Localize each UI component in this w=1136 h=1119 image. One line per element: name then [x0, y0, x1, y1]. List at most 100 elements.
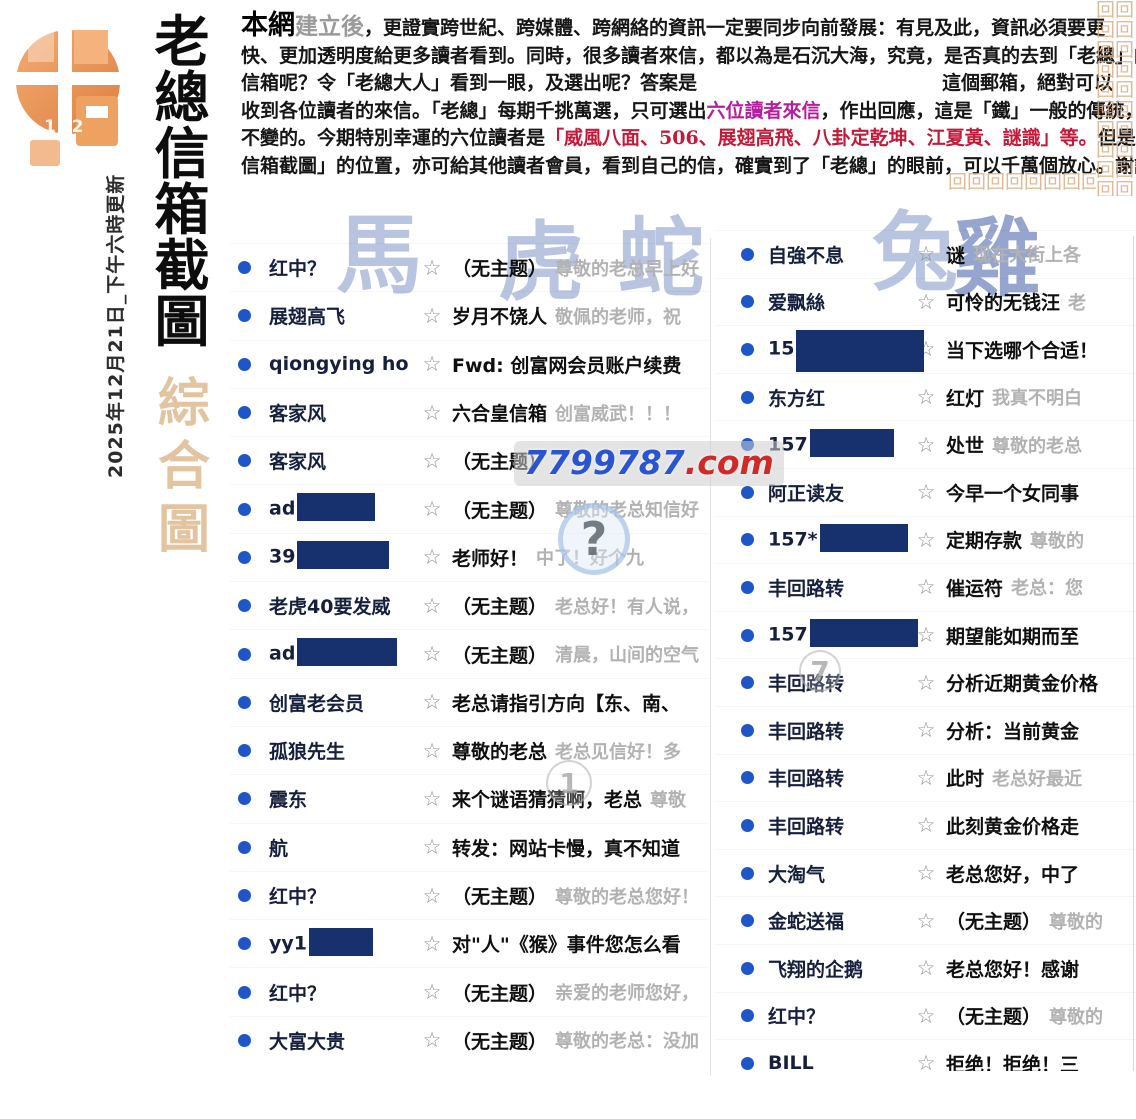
- intro-text: 快、更加透明度給更多讀者看到。同時，很多讀者來信，都以為是石沉大海，究竟，是否真…: [241, 44, 1136, 67]
- mail-subject: 老总您好！感谢: [946, 958, 1080, 981]
- mail-subject: 当下选哪个合适！: [946, 339, 1099, 362]
- star-icon[interactable]: ☆: [422, 448, 442, 473]
- mail-preview: 老: [1068, 292, 1087, 314]
- mail-row[interactable]: 飞翔的企鹅 ☆ 老总您好！感谢: [715, 944, 1136, 992]
- mail-row[interactable]: 丰回路转 ☆ 此刻黄金价格走: [715, 801, 1136, 849]
- mail-row[interactable]: 157 ☆ 处世 尊敬的老总: [715, 420, 1136, 468]
- mail-row[interactable]: 丰回路转 ☆ 分析：当前黄金: [715, 706, 1136, 754]
- bottom-crop-mask: [715, 1071, 1136, 1119]
- mail-row[interactable]: 39 ☆ 老师好！ 中了！好个九: [230, 533, 708, 581]
- mail-row[interactable]: ad ☆ （无主题） 尊敬的老总知信好: [230, 484, 708, 532]
- mail-subject: 今早一个女同事: [946, 482, 1080, 505]
- intro-line: 信箱截圖」的位置，亦可給其他讀者會員，看到自己的信，確實到了「老總」的眼前，可以…: [241, 153, 1136, 181]
- unread-dot-icon: [238, 937, 251, 951]
- star-icon[interactable]: ☆: [422, 497, 442, 522]
- mail-subject: 期望能如期而至: [946, 625, 1080, 648]
- title-char: 總: [154, 65, 210, 130]
- mail-row[interactable]: 157* ☆ 定期存款 尊敬的: [715, 516, 1136, 564]
- star-icon[interactable]: ☆: [916, 765, 936, 790]
- mail-sender: 红中？: [269, 258, 327, 281]
- star-icon[interactable]: ☆: [916, 1003, 936, 1028]
- mail-sender: 39: [269, 541, 419, 571]
- unread-dot-icon: [238, 695, 251, 709]
- mail-row[interactable]: 展翅高飞 ☆ 岁月不饶人 敬佩的老师，祝: [230, 291, 708, 339]
- star-icon[interactable]: ☆: [916, 908, 936, 933]
- mail-row[interactable]: 丰回路转 ☆ 此时 老总好最近: [715, 754, 1136, 802]
- mail-sender: 阿正读友: [768, 482, 845, 505]
- mail-row[interactable]: 大淘气 ☆ 老总您好，中了: [715, 849, 1136, 897]
- star-icon[interactable]: ☆: [422, 835, 442, 860]
- mail-row[interactable]: 金蛇送福 ☆ （无主题） 尊敬的: [715, 896, 1136, 944]
- star-icon[interactable]: ☆: [422, 642, 442, 667]
- mail-row[interactable]: 客家风 ☆ 六合皇信箱 创富威武！！！: [230, 388, 708, 436]
- star-icon[interactable]: ☆: [916, 1051, 936, 1076]
- star-icon[interactable]: ☆: [916, 242, 936, 267]
- title-char: 箱: [154, 177, 210, 242]
- intro-paragraph: 本網 建立後 ，更證實跨世紀、跨媒體、跨網絡的資訊一定要同步向前發展：有見及此，資訊…: [241, 12, 1136, 181]
- mail-sender: 红中？: [269, 886, 327, 908]
- mail-row[interactable]: 孤狼先生 ☆ 尊敬的老总 老总见信好！多: [230, 726, 708, 774]
- star-icon[interactable]: ☆: [422, 352, 442, 377]
- star-icon[interactable]: ☆: [916, 861, 936, 886]
- star-icon[interactable]: ☆: [422, 738, 442, 763]
- mail-subject: 分析近期黄金价格: [946, 673, 1099, 696]
- mail-row[interactable]: 红中？ ☆ （无主题） 亲爱的老师您好，: [230, 967, 708, 1015]
- mail-row[interactable]: 自強不息 ☆ 谜现在大街上各: [715, 230, 1136, 278]
- mail-row[interactable]: 老虎40要发威 ☆ （无主题） 老总好！有人说，: [230, 581, 708, 629]
- mail-sender: 展翅高飞: [269, 306, 346, 329]
- star-icon[interactable]: ☆: [916, 718, 936, 743]
- star-icon[interactable]: ☆: [916, 385, 936, 410]
- mail-subject: 谜: [946, 244, 966, 267]
- mail-sender: 金蛇送福: [768, 911, 845, 934]
- mail-row[interactable]: 航 ☆ 转发：网站卡慢，真不知道: [230, 823, 708, 871]
- mail-column-right: 自強不息 ☆ 谜现在大街上各 爱飘絲 ☆ 可怜的无钱汪老 15 ☆ 当下选哪个合适！ 东方红 ☆ 红灯…: [715, 230, 1136, 1102]
- unread-dot-icon: [741, 533, 754, 547]
- star-icon[interactable]: ☆: [916, 575, 936, 600]
- zodiac-char: 蛇: [618, 208, 704, 309]
- star-icon[interactable]: ☆: [916, 623, 936, 648]
- mail-row[interactable]: 东方红 ☆ 红灯 我真不明白: [715, 373, 1136, 421]
- star-icon[interactable]: ☆: [422, 883, 442, 908]
- star-icon[interactable]: ☆: [916, 670, 936, 695]
- mail-row[interactable]: 丰回路转 ☆ 分析近期黄金价格: [715, 658, 1136, 706]
- star-icon[interactable]: ☆: [422, 931, 442, 956]
- star-icon[interactable]: ☆: [422, 545, 442, 570]
- star-icon[interactable]: ☆: [422, 593, 442, 618]
- mail-row[interactable]: 红中？ ☆ （无主题） 尊敬的老总早上好: [230, 243, 708, 291]
- star-icon[interactable]: ☆: [422, 980, 442, 1005]
- unread-dot-icon: [238, 454, 251, 468]
- mail-row[interactable]: 红中？ ☆ （无主题） 尊敬的: [715, 992, 1136, 1040]
- mail-row[interactable]: 爱飘絲 ☆ 可怜的无钱汪老: [715, 278, 1136, 326]
- star-icon[interactable]: ☆: [916, 813, 936, 838]
- mail-row[interactable]: 157 ☆ 期望能如期而至: [715, 611, 1136, 659]
- site-watermark: 7799787.com: [514, 441, 784, 486]
- mail-preview: 尊敬的老总：没加: [555, 1031, 700, 1053]
- mail-row[interactable]: 震东 ☆ 来个谜语猜猜啊，老总 尊敬: [230, 774, 708, 822]
- star-icon[interactable]: ☆: [916, 432, 936, 457]
- mail-row[interactable]: qiongying ho ☆ Fwd: 创富网会员账户续费: [230, 340, 708, 388]
- unread-dot-icon: [238, 309, 251, 323]
- mail-row[interactable]: 红中？ ☆ （无主题） 尊敬的老总您好！: [230, 871, 708, 919]
- mail-preview: 现在大街上各: [973, 245, 1082, 267]
- star-icon[interactable]: ☆: [916, 956, 936, 981]
- mail-sender: ad: [269, 493, 419, 523]
- star-icon[interactable]: ☆: [422, 786, 442, 811]
- mail-row[interactable]: ad ☆ （无主题） 清晨，山间的空气: [230, 629, 708, 677]
- mail-subject: 老总请指引方向【东、南、: [452, 692, 681, 715]
- star-icon[interactable]: ☆: [916, 527, 936, 552]
- mail-row[interactable]: 创富老会员 ☆ 老总请指引方向【东、南、: [230, 678, 708, 726]
- star-icon[interactable]: ☆: [422, 690, 442, 715]
- mail-sender: 丰回路转: [768, 720, 845, 743]
- star-icon[interactable]: ☆: [422, 400, 442, 425]
- mail-row[interactable]: 丰回路转 ☆ 催运符 老总：您: [715, 563, 1136, 611]
- mail-row[interactable]: 阿正读友 ☆ 今早一个女同事: [715, 468, 1136, 516]
- mail-row[interactable]: BILL ☆ 拒绝！拒绝！三: [715, 1039, 1136, 1087]
- star-icon[interactable]: ☆: [422, 1028, 442, 1053]
- star-icon[interactable]: ☆: [916, 480, 936, 505]
- mail-row[interactable]: 15 ☆ 当下选哪个合适！: [715, 325, 1136, 373]
- star-icon[interactable]: ☆: [422, 255, 442, 280]
- star-icon[interactable]: ☆: [422, 303, 442, 328]
- mail-row[interactable]: 大富大贵 ☆ （无主题） 尊敬的老总：没加: [230, 1016, 708, 1064]
- mail-row[interactable]: yy1 ☆ 对"人"《猴》事件您怎么看: [230, 919, 708, 967]
- star-icon[interactable]: ☆: [916, 289, 936, 314]
